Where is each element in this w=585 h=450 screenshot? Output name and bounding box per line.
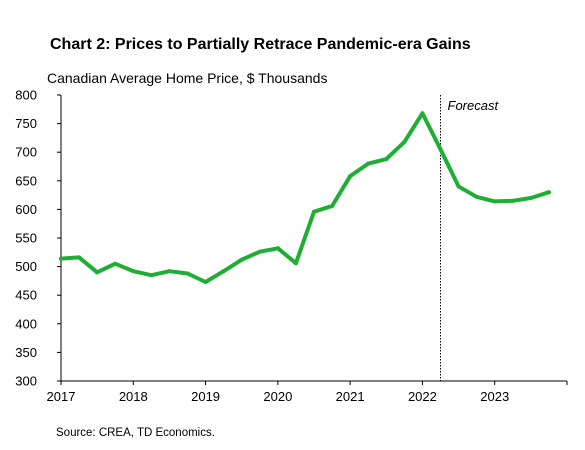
chart-title: Chart 2: Prices to Partially Retrace Pan… (50, 36, 471, 53)
data-point (221, 269, 226, 274)
y-tick-label: 700 (15, 145, 37, 160)
data-point (510, 198, 515, 203)
y-tick-label: 450 (15, 288, 37, 303)
y-tick-label: 500 (15, 259, 37, 274)
data-point (59, 256, 63, 261)
y-tick-label: 800 (15, 88, 37, 103)
data-point (420, 111, 425, 116)
y-tick-label: 750 (15, 116, 37, 131)
y-tick-label: 300 (15, 374, 37, 389)
data-point (546, 190, 551, 195)
y-tick-label: 400 (15, 316, 37, 331)
x-tick-label: 2023 (480, 389, 509, 404)
data-point (275, 246, 280, 251)
x-tick-label: 2020 (263, 389, 292, 404)
data-point (384, 157, 389, 162)
data-point (293, 261, 298, 266)
x-tick-label: 2022 (408, 389, 437, 404)
data-point (492, 199, 497, 204)
forecast-annotation: Forecast (448, 98, 500, 113)
x-tick-label: 2021 (336, 389, 365, 404)
data-point (77, 255, 82, 260)
chart-source: Source: CREA, TD Economics. (56, 427, 215, 439)
y-tick-label: 600 (15, 202, 37, 217)
data-point (330, 203, 335, 208)
data-point (456, 184, 461, 189)
data-point (203, 280, 208, 285)
data-point (312, 209, 316, 214)
data-point (348, 174, 353, 179)
data-point (366, 161, 371, 166)
x-tick-label: 2017 (47, 389, 76, 404)
chart-subtitle: Canadian Average Home Price, $ Thousands (47, 70, 328, 86)
y-tick-label: 650 (15, 173, 37, 188)
data-point (95, 270, 100, 275)
data-point (438, 147, 443, 152)
x-tick-label: 2019 (191, 389, 220, 404)
data-point (402, 139, 407, 144)
data-point (149, 273, 154, 278)
data-point (528, 195, 533, 200)
series-line (59, 111, 551, 284)
data-point (257, 249, 262, 254)
data-point (239, 257, 244, 262)
x-tick-label: 2018 (119, 389, 148, 404)
data-point (185, 271, 190, 276)
y-tick-label: 350 (15, 345, 37, 360)
data-point (131, 269, 136, 274)
data-point (474, 194, 479, 199)
data-point (113, 261, 118, 266)
data-point (167, 269, 172, 274)
y-tick-label: 550 (15, 231, 37, 246)
